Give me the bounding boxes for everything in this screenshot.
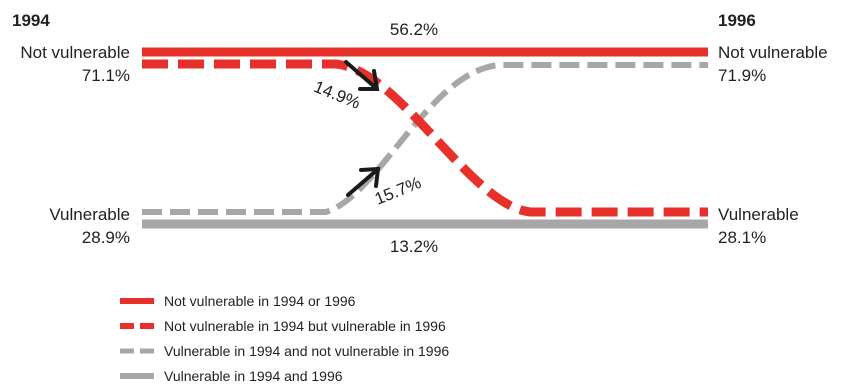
flow-label-became-not-vulnerable: 15.7%	[372, 173, 424, 209]
year-end-label: 1996	[718, 11, 756, 30]
legend-label-4: Vulnerable in 1994 and 1996	[164, 368, 343, 384]
flow-label-became-vulnerable: 14.9%	[311, 77, 363, 113]
state-bottom-start-value: 28.9%	[82, 228, 130, 247]
year-start-label: 1994	[12, 11, 50, 30]
arrow-down-icon	[344, 60, 380, 91]
state-bottom-end-label: Vulnerable	[718, 205, 799, 224]
flow-label-stay-not-vulnerable: 56.2%	[390, 20, 438, 39]
legend-label-1: Not vulnerable in 1994 or 1996	[164, 293, 356, 309]
flow-line-became-not-vulnerable	[142, 62, 708, 215]
state-top-start-label: Not vulnerable	[20, 43, 130, 62]
state-top-end-value: 71.9%	[718, 66, 766, 85]
state-top-start-value: 71.1%	[82, 66, 130, 85]
state-bottom-start-label: Vulnerable	[49, 205, 130, 224]
state-bottom-end-value: 28.1%	[718, 228, 766, 247]
legend: Not vulnerable in 1994 or 1996 Not vulne…	[120, 293, 449, 384]
state-top-end-label: Not vulnerable	[718, 43, 828, 62]
legend-label-3: Vulnerable in 1994 and not vulnerable in…	[164, 343, 449, 359]
flow-line-became-vulnerable	[142, 59, 708, 217]
arrow-up-icon	[346, 166, 381, 197]
flow-label-stay-vulnerable: 13.2%	[390, 237, 438, 256]
legend-label-2: Not vulnerable in 1994 but vulnerable in…	[164, 318, 446, 334]
